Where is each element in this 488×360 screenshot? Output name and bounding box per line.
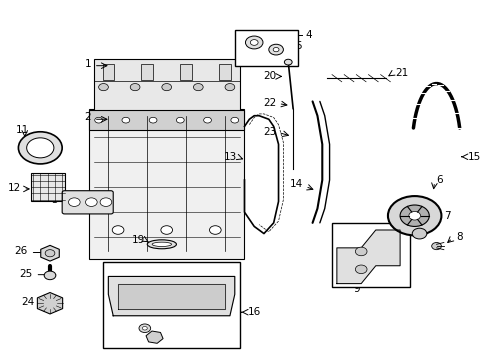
Bar	[219, 64, 230, 80]
Text: 25: 25	[19, 269, 32, 279]
Circle shape	[224, 84, 234, 91]
Text: 9: 9	[352, 284, 359, 294]
Circle shape	[245, 36, 263, 49]
Polygon shape	[336, 230, 399, 284]
Circle shape	[411, 228, 426, 239]
Text: 26: 26	[14, 247, 27, 256]
Text: 23: 23	[263, 127, 276, 137]
Circle shape	[130, 84, 140, 91]
Text: 6: 6	[436, 175, 442, 185]
Circle shape	[408, 211, 420, 220]
Circle shape	[122, 117, 129, 123]
Bar	[102, 64, 114, 80]
Text: 10: 10	[368, 248, 381, 258]
Bar	[141, 64, 153, 80]
Polygon shape	[118, 284, 224, 309]
Circle shape	[355, 265, 366, 274]
Text: 17: 17	[174, 333, 187, 343]
Text: 3: 3	[51, 195, 57, 204]
Circle shape	[268, 44, 283, 55]
Circle shape	[162, 84, 171, 91]
Circle shape	[139, 324, 150, 333]
Bar	[180, 64, 192, 80]
Circle shape	[19, 132, 62, 164]
FancyBboxPatch shape	[89, 109, 244, 258]
Text: 5: 5	[294, 41, 301, 51]
Circle shape	[176, 117, 184, 123]
Circle shape	[399, 205, 428, 226]
Circle shape	[45, 249, 55, 257]
Bar	[30, 173, 64, 202]
Text: 18: 18	[118, 320, 131, 330]
Text: 24: 24	[21, 297, 34, 307]
Text: 8: 8	[455, 232, 462, 242]
FancyBboxPatch shape	[62, 191, 113, 214]
Circle shape	[85, 198, 97, 206]
Text: 16: 16	[247, 307, 261, 317]
Circle shape	[387, 196, 441, 235]
Circle shape	[355, 247, 366, 256]
Text: 13: 13	[224, 152, 237, 162]
Circle shape	[44, 271, 56, 280]
Text: 12: 12	[8, 183, 21, 193]
Text: 20: 20	[263, 71, 276, 81]
Circle shape	[230, 117, 238, 123]
Circle shape	[203, 117, 211, 123]
Bar	[234, 30, 297, 66]
Text: 14: 14	[289, 179, 302, 189]
Polygon shape	[108, 276, 234, 316]
Text: 2: 2	[84, 112, 91, 122]
Circle shape	[100, 198, 112, 206]
Text: 4: 4	[305, 30, 311, 40]
Circle shape	[209, 226, 221, 234]
Circle shape	[99, 84, 108, 91]
Ellipse shape	[147, 240, 176, 249]
Circle shape	[284, 59, 291, 65]
Text: 11: 11	[16, 125, 29, 135]
Circle shape	[112, 226, 123, 234]
Circle shape	[142, 327, 147, 330]
Bar	[103, 262, 239, 348]
FancyBboxPatch shape	[89, 111, 244, 130]
Ellipse shape	[152, 242, 171, 247]
Text: 15: 15	[467, 152, 480, 162]
Text: 19: 19	[131, 235, 144, 245]
Text: 21: 21	[394, 68, 407, 78]
Circle shape	[161, 226, 172, 234]
Circle shape	[149, 117, 157, 123]
Bar	[331, 223, 409, 287]
Text: 1: 1	[84, 59, 91, 69]
Circle shape	[27, 138, 54, 158]
Circle shape	[250, 40, 258, 45]
Circle shape	[68, 198, 80, 206]
Text: 22: 22	[263, 98, 276, 108]
FancyBboxPatch shape	[94, 59, 239, 116]
Text: 7: 7	[443, 211, 449, 221]
Circle shape	[95, 117, 102, 123]
Circle shape	[431, 243, 441, 249]
Circle shape	[273, 48, 279, 52]
Circle shape	[193, 84, 203, 91]
